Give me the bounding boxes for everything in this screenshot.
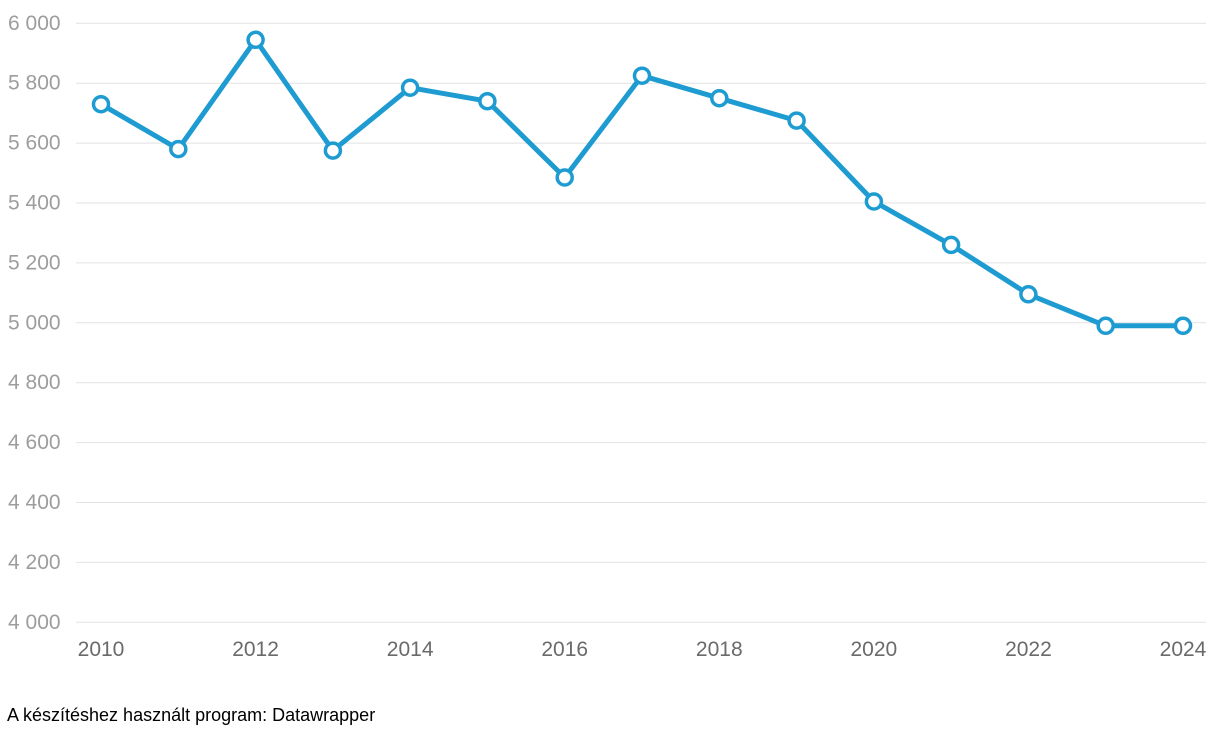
y-tick-label: 6 000 xyxy=(8,12,61,35)
data-point-marker[interactable] xyxy=(400,78,420,97)
data-point-marker[interactable] xyxy=(323,141,343,160)
x-tick-label: 2014 xyxy=(387,638,434,661)
data-point-marker[interactable] xyxy=(1096,316,1115,336)
chart-plot-area: 6 000 5 800 5 600 5 400 5 200 5 000 4 800 4 600… xyxy=(8,12,1207,661)
data-point-marker[interactable] xyxy=(91,94,111,114)
data-point-marker[interactable] xyxy=(1173,316,1193,336)
y-tick-label: 5 400 xyxy=(8,192,61,215)
x-tick-label: 2016 xyxy=(541,638,588,661)
data-point-marker[interactable] xyxy=(864,192,884,211)
y-tick-label: 5 600 xyxy=(8,132,61,155)
data-point-marker[interactable] xyxy=(246,30,265,50)
data-point-marker[interactable] xyxy=(169,139,188,159)
x-tick-label: 2022 xyxy=(1005,638,1052,661)
y-tick-label: 5 800 xyxy=(8,72,61,95)
data-point-marker[interactable] xyxy=(787,111,806,130)
data-point-marker[interactable] xyxy=(632,66,652,85)
x-tick-label: 2020 xyxy=(850,638,897,661)
y-tick-label: 4 800 xyxy=(8,371,61,394)
x-tick-label: 2024 xyxy=(1160,638,1207,661)
y-tick-label: 5 000 xyxy=(8,311,61,334)
y-tick-label: 4 400 xyxy=(8,491,61,514)
x-tick-label: 2010 xyxy=(78,638,125,661)
x-tick-label: 2018 xyxy=(696,638,743,661)
y-tick-label: 4 200 xyxy=(8,551,61,574)
data-point-marker[interactable] xyxy=(478,91,497,111)
y-tick-label: 4 000 xyxy=(8,611,61,634)
data-point-marker[interactable] xyxy=(555,168,574,187)
footer-note: A készítéshez használt program: Datawrap… xyxy=(7,705,376,725)
y-tick-label: 4 600 xyxy=(8,431,61,454)
data-point-marker[interactable] xyxy=(1019,285,1038,304)
y-tick-label: 5 200 xyxy=(8,251,61,274)
data-point-marker[interactable] xyxy=(941,235,961,255)
data-point-marker[interactable] xyxy=(710,88,729,108)
x-tick-label: 2012 xyxy=(232,638,279,661)
